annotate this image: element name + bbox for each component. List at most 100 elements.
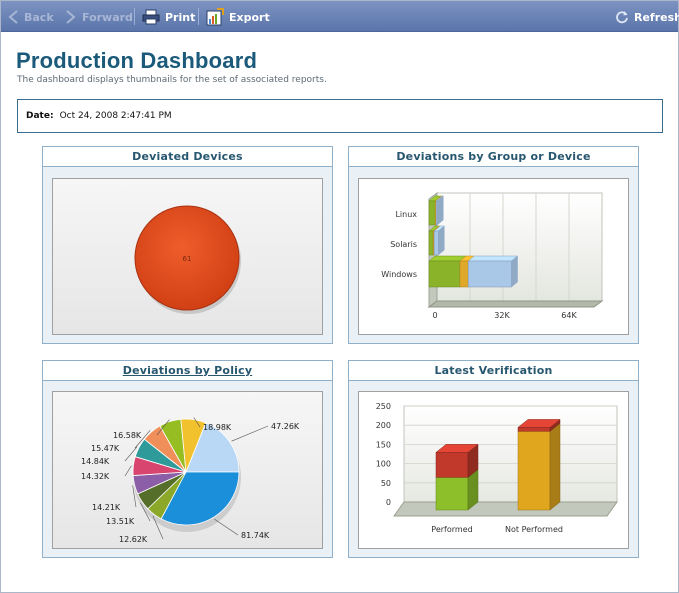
chart-floor bbox=[393, 501, 618, 517]
bar-series bbox=[428, 195, 519, 288]
bar-segment[interactable] bbox=[428, 200, 436, 226]
bar-segment[interactable] bbox=[459, 260, 469, 288]
category-label: Linux bbox=[395, 210, 417, 219]
panel-deviations-by-policy: Deviations by Policy 47.26K 81.74K 12.62K 1… bbox=[42, 360, 333, 558]
back-label: Back bbox=[24, 10, 54, 24]
chart-latest-verification[interactable]: 250 200 150 100 50 0 Performed Not Performed bbox=[358, 391, 629, 549]
y-tick-label: 200 bbox=[376, 421, 391, 430]
pie-value-label: 14.32K bbox=[81, 472, 110, 481]
leader-line bbox=[124, 465, 132, 477]
category-label: Solaris bbox=[390, 240, 417, 249]
leader-line bbox=[156, 419, 170, 436]
bar-chart-group: Linux Solaris Windows 0 32K 64K bbox=[381, 192, 604, 320]
bar-series bbox=[435, 418, 561, 511]
y-tick-label: 250 bbox=[376, 402, 391, 411]
y-tick-label: 100 bbox=[376, 460, 391, 469]
leader-line bbox=[140, 502, 151, 522]
category-labels: Performed Not Performed bbox=[431, 525, 563, 534]
pie-slice-label: 61 bbox=[183, 255, 192, 263]
pie-slices bbox=[132, 418, 240, 526]
export-button[interactable]: Export bbox=[206, 7, 270, 27]
pie-value-label: 14.21K bbox=[92, 503, 121, 512]
x-tick-labels: 0 32K 64K bbox=[432, 311, 577, 320]
leader-line bbox=[132, 485, 137, 508]
y-tick-label: 150 bbox=[376, 440, 391, 449]
bar-segment[interactable] bbox=[435, 452, 469, 478]
panel-title-latest-verification: Latest Verification bbox=[349, 361, 638, 381]
pie-slice[interactable] bbox=[160, 471, 240, 526]
bar-side-face bbox=[549, 422, 561, 511]
bar-chart-verification: 250 200 150 100 50 0 Performed Not Performed bbox=[376, 402, 618, 534]
chart-floor bbox=[427, 300, 604, 308]
pie-value-label: 13.51K bbox=[106, 517, 135, 526]
export-label: Export bbox=[229, 10, 270, 24]
x-tick-label: 64K bbox=[561, 311, 577, 320]
forward-button[interactable]: Forward bbox=[65, 7, 133, 27]
pie-chart-policy: 47.26K 81.74K 12.62K 13.51K 14.21K 14.32K 14.8… bbox=[81, 417, 300, 544]
category-label: Performed bbox=[431, 525, 472, 534]
panel-deviations-by-group: Deviations by Group or Device bbox=[348, 146, 639, 344]
forward-label: Forward bbox=[82, 10, 133, 24]
back-button[interactable]: Back bbox=[7, 7, 54, 27]
bar-segment[interactable] bbox=[435, 477, 469, 511]
bar-top-face bbox=[428, 255, 467, 262]
refresh-label: Refresh bbox=[634, 10, 679, 24]
page-subtitle: The dashboard displays thumbnails for th… bbox=[17, 75, 327, 85]
bar-segment[interactable] bbox=[467, 260, 512, 288]
chart-deviations-by-group[interactable]: Linux Solaris Windows 0 32K 64K bbox=[358, 178, 629, 335]
pie-slice-deviated[interactable] bbox=[134, 205, 240, 311]
pie-slice[interactable] bbox=[180, 418, 207, 473]
toolbar-separator bbox=[134, 8, 135, 25]
bar-segment[interactable] bbox=[433, 230, 439, 256]
print-button[interactable]: Print bbox=[142, 7, 195, 27]
panel-title-deviations-by-policy[interactable]: Deviations by Policy bbox=[43, 361, 332, 381]
bar-end-face bbox=[437, 195, 444, 226]
bar-end-face bbox=[438, 225, 445, 256]
date-label: Date: bbox=[26, 111, 54, 121]
pie-value-label: 16.58K bbox=[113, 431, 142, 440]
pie-slice[interactable] bbox=[185, 422, 240, 473]
bar-top-face bbox=[467, 255, 519, 262]
bar-segment[interactable] bbox=[428, 260, 461, 288]
date-value: Oct 24, 2008 2:47:41 PM bbox=[59, 111, 172, 121]
bar-end-face bbox=[511, 255, 518, 288]
category-label: Not Performed bbox=[505, 525, 563, 534]
x-tick-label: 0 bbox=[432, 311, 437, 320]
pie-value-label: 14.84K bbox=[81, 457, 110, 466]
date-box: Date: Oct 24, 2008 2:47:41 PM bbox=[17, 99, 663, 133]
print-label: Print bbox=[165, 10, 196, 24]
chart-deviated-devices[interactable]: 61 bbox=[52, 178, 323, 335]
y-tick-label: 0 bbox=[386, 498, 391, 507]
leader-line bbox=[134, 430, 151, 449]
y-tick-label: 50 bbox=[381, 479, 391, 488]
refresh-button[interactable]: Refresh bbox=[615, 7, 679, 27]
leader-line bbox=[231, 425, 269, 442]
bar-segment[interactable] bbox=[517, 427, 551, 432]
back-arrow-icon bbox=[8, 10, 18, 24]
panel-latest-verification: Latest Verification 250 200 150 100 50 0 Perf… bbox=[348, 360, 639, 558]
pie-value-label: 47.26K bbox=[271, 422, 300, 431]
pie-value-label: 18.98K bbox=[203, 423, 232, 432]
panel-title-deviations-by-group: Deviations by Group or Device bbox=[349, 147, 638, 167]
bar-segment[interactable] bbox=[517, 431, 551, 511]
pie-value-label: 81.74K bbox=[241, 531, 270, 540]
bar-top-face bbox=[517, 419, 561, 428]
refresh-icon bbox=[616, 11, 628, 24]
y-tick-labels: 250 200 150 100 50 0 bbox=[376, 402, 391, 507]
leader-line bbox=[193, 417, 201, 428]
printer-icon bbox=[142, 9, 160, 25]
leader-line bbox=[152, 515, 164, 540]
bar-top-face bbox=[435, 444, 479, 453]
export-chart-icon bbox=[206, 8, 224, 26]
category-labels: Linux Solaris Windows bbox=[381, 210, 417, 279]
pie-labels: 47.26K 81.74K 12.62K 13.51K 14.21K 14.32K 14.8… bbox=[81, 417, 300, 544]
pie-value-label: 15.47K bbox=[91, 444, 120, 453]
pie-value-label: 12.62K bbox=[119, 535, 148, 544]
panel-title-deviated-devices: Deviated Devices bbox=[43, 147, 332, 167]
chart-deviations-by-policy[interactable]: 47.26K 81.74K 12.62K 13.51K 14.21K 14.32K 14.8… bbox=[52, 391, 323, 549]
bar-segment[interactable] bbox=[428, 230, 434, 256]
panel-deviated-devices: Deviated Devices 61 bbox=[42, 146, 333, 344]
toolbar: Back Forward Print Export bbox=[1, 1, 679, 32]
toolbar-separator bbox=[198, 8, 199, 25]
